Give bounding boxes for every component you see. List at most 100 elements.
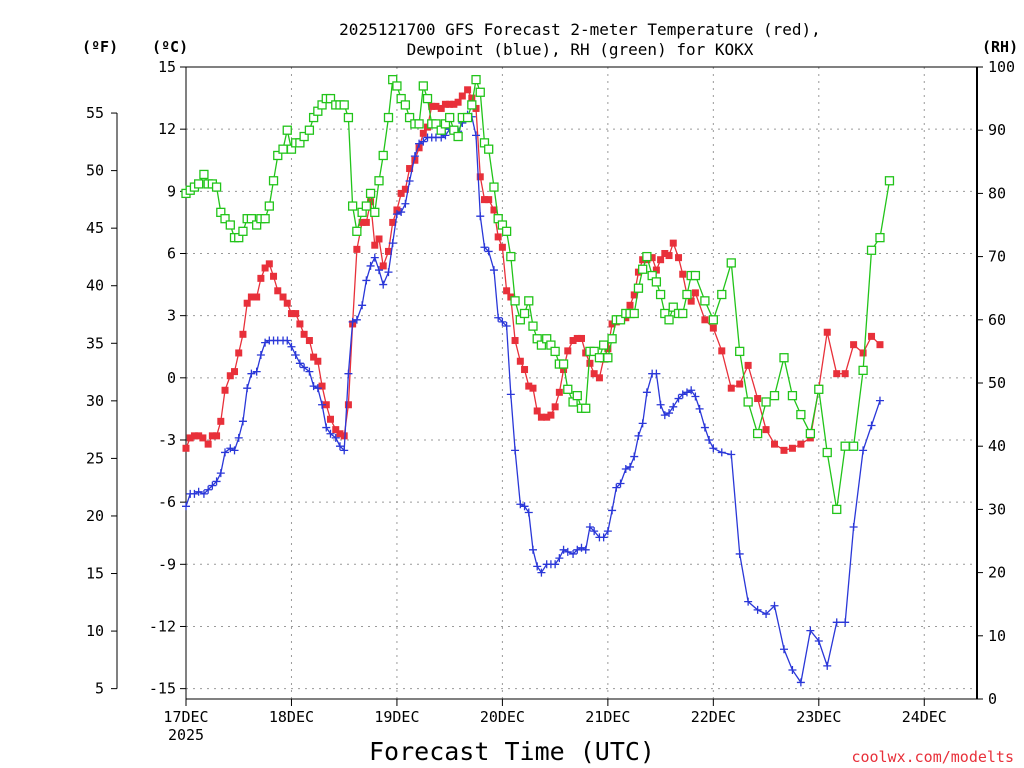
rh-point xyxy=(211,182,222,192)
rh-point xyxy=(779,353,789,363)
fahrenheit-tick-label: 10 xyxy=(86,622,104,640)
dewpoint-point xyxy=(238,417,247,426)
temperature-point xyxy=(432,102,440,110)
dewpoint-point xyxy=(480,243,489,252)
temperature-point xyxy=(859,349,867,357)
dewpoint-point xyxy=(573,545,582,554)
dewpoint-point xyxy=(392,210,401,219)
celsius-tick-label: -6 xyxy=(158,493,176,511)
temperature-point xyxy=(555,388,563,396)
temperature-point xyxy=(279,293,287,301)
dewpoint-point xyxy=(695,404,704,413)
dewpoint-point xyxy=(287,342,296,351)
x-tick-label: 23DEC xyxy=(796,708,841,726)
rh-point xyxy=(832,504,842,515)
dewpoint-point xyxy=(841,618,850,627)
dewpoint-point xyxy=(234,433,243,442)
temperature-point xyxy=(226,372,234,380)
rh-tick-label: 40 xyxy=(988,437,1006,455)
rh-point xyxy=(848,441,859,451)
fahrenheit-unit-label: (ºF) xyxy=(82,38,118,56)
rh-point xyxy=(769,390,780,401)
temperature-point xyxy=(648,254,656,262)
dewpoint-point xyxy=(770,601,779,610)
temperature-point xyxy=(679,270,687,278)
temperature-point xyxy=(468,94,476,102)
rh-point xyxy=(431,119,441,129)
fahrenheit-tick-label: 40 xyxy=(86,277,104,295)
dewpoint-point xyxy=(665,409,674,418)
rh-point xyxy=(550,346,560,357)
temperature-point xyxy=(186,434,194,442)
celsius-tick-label: 0 xyxy=(167,369,176,387)
dewpoint-point xyxy=(506,390,515,399)
dewpoint-point xyxy=(256,351,265,360)
temperature-point xyxy=(322,401,330,409)
rh-point xyxy=(278,144,288,154)
rh-point xyxy=(462,112,473,123)
site-credit: coolwx.com/modelts xyxy=(851,748,1014,766)
dewpoint-point xyxy=(621,464,630,473)
rh-point xyxy=(735,346,745,357)
axes xyxy=(111,66,983,706)
dewpoint-point xyxy=(335,442,344,451)
temperature-point xyxy=(454,98,462,106)
x-tick-label: 22DEC xyxy=(691,708,736,726)
rh-point xyxy=(282,125,292,135)
x-tick-label: 24DEC xyxy=(902,708,947,726)
temperature-point xyxy=(208,432,216,440)
dewpoint-point xyxy=(674,394,683,403)
chart-title-line-1: 2025121700 GFS Forecast 2-meter Temperat… xyxy=(339,20,821,39)
temperature-point xyxy=(876,341,884,349)
temperature-point xyxy=(411,156,419,164)
dewpoint-point xyxy=(397,208,406,217)
temperature-point xyxy=(595,374,603,382)
rh-point xyxy=(506,251,516,262)
temperature-point xyxy=(480,196,488,204)
celsius-tick-label: 9 xyxy=(167,182,176,200)
rh-point xyxy=(743,397,753,407)
temperature-point xyxy=(292,310,300,318)
dewpoint-point xyxy=(867,421,876,430)
dewpoint-point xyxy=(717,448,726,457)
dewpoint-point xyxy=(682,388,691,397)
temperature-point xyxy=(458,92,466,100)
dewpoint-point xyxy=(247,369,256,378)
temperature-point xyxy=(415,144,423,152)
dewpoint-point xyxy=(709,444,718,453)
temperature-point xyxy=(379,262,387,270)
temperature-point xyxy=(270,272,278,280)
dewpoint-point xyxy=(212,477,221,486)
rh-point xyxy=(347,201,358,211)
rh-point xyxy=(453,131,463,142)
dewpoint-point xyxy=(401,199,410,208)
dewpoint-point xyxy=(806,626,815,635)
temperature-point xyxy=(525,382,533,390)
celsius-tick-label: 6 xyxy=(167,244,176,262)
temperature-point xyxy=(841,370,849,378)
dewpoint-point xyxy=(226,444,235,453)
rh-point xyxy=(690,270,701,281)
dewpoint-point xyxy=(823,661,832,670)
temperature-point xyxy=(657,256,665,264)
dewpoint-point xyxy=(753,605,762,614)
rh-point xyxy=(510,296,520,306)
dewpoint-point xyxy=(384,268,393,277)
temperature-point xyxy=(362,218,370,226)
temperature-point xyxy=(401,185,409,193)
dewpoint-point xyxy=(537,568,546,577)
dewpoint-point xyxy=(204,485,213,494)
rh-tick-label: 100 xyxy=(988,58,1015,76)
rh-point xyxy=(268,176,279,186)
rh-point xyxy=(598,340,609,350)
temperature-point xyxy=(247,293,255,301)
dewpoint-point xyxy=(796,678,805,687)
dewpoint-point xyxy=(511,446,520,455)
dewpoint-point xyxy=(358,301,367,310)
rh-point xyxy=(264,201,274,211)
rh-point xyxy=(651,277,662,287)
temperature-point xyxy=(235,349,243,357)
rh-unit-label: (RH) xyxy=(982,38,1018,56)
rh-tick-label: 50 xyxy=(988,374,1006,392)
dewpoint-point xyxy=(630,452,639,461)
